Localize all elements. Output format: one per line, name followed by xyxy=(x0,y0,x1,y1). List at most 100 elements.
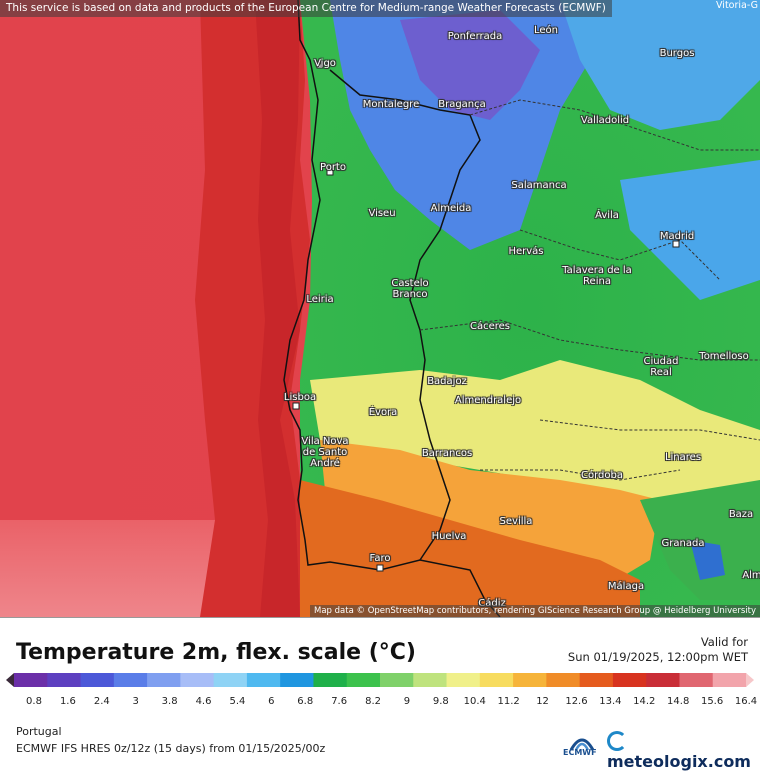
city-label-hervas[interactable]: Hervás xyxy=(508,246,544,257)
scale-swatch xyxy=(280,673,314,687)
scale-tick-label: 5.4 xyxy=(229,696,246,707)
city-label-castelo-branco[interactable]: Castelo Branco xyxy=(391,278,429,300)
map-edge-label: Vitoria-G xyxy=(716,0,758,11)
scale-swatch xyxy=(579,673,614,687)
scale-swatch xyxy=(246,673,281,687)
scale-tick-label: 6.8 xyxy=(297,696,314,707)
city-label-cordoba[interactable]: Córdoba xyxy=(581,470,623,481)
model-info: ECMWF IFS HRES 0z/12z (15 days) from 01/… xyxy=(16,742,326,755)
ecmwf-notice: This service is based on data and produc… xyxy=(0,0,612,17)
city-label-leon[interactable]: León xyxy=(533,25,559,36)
scale-swatch xyxy=(712,673,747,687)
scale-tick-label: 9.8 xyxy=(432,696,449,707)
city-label-caceres[interactable]: Cáceres xyxy=(469,321,511,332)
city-label-lisboa[interactable]: Lisboa xyxy=(283,392,317,403)
city-label-ponferrada[interactable]: Ponferrada xyxy=(447,31,503,42)
city-label-burgos[interactable]: Burgos xyxy=(659,48,695,59)
scale-swatch xyxy=(413,673,448,687)
color-scale-ticks: 0.8 1.6 2.4 3 3.8 4.6 5.4 6 6.8 7.6 8.2 9 9.8 10.4 11.… xyxy=(14,696,757,710)
city-label-cadiz[interactable]: Cádiz xyxy=(478,598,506,609)
city-label-huelva[interactable]: Huelva xyxy=(431,531,467,542)
city-label-barrancos[interactable]: Barrancos xyxy=(421,448,473,459)
scale-arrow-high xyxy=(746,673,754,687)
meteologix-logo[interactable]: meteologix.com xyxy=(607,731,760,771)
city-label-baza[interactable]: Baza xyxy=(728,509,754,520)
cold-northeast-zone xyxy=(560,0,760,130)
scale-swatch xyxy=(14,673,48,687)
city-label-almendralejo[interactable]: Almendralejo xyxy=(454,395,522,406)
city-label-linares[interactable]: Linares xyxy=(664,452,702,463)
map-attribution[interactable]: Map data © OpenStreetMap contributors, r… xyxy=(310,605,760,617)
ecmwf-logo-icon xyxy=(569,738,595,751)
scale-swatch xyxy=(147,673,181,687)
city-label-almeida[interactable]: Almeida xyxy=(430,203,472,214)
city-label-almeria[interactable]: Alm xyxy=(742,570,760,581)
scale-swatch xyxy=(180,673,215,687)
granada-green-zone xyxy=(640,480,760,600)
city-label-braganca[interactable]: Bragança xyxy=(438,99,486,110)
mild-central-band xyxy=(310,360,760,520)
coast-strip xyxy=(255,0,300,617)
scale-swatch xyxy=(313,673,348,687)
city-label-avila[interactable]: Ávila xyxy=(595,210,619,221)
scale-tick-label: 15.6 xyxy=(700,696,724,707)
valid-label: Valid for xyxy=(700,635,748,649)
brand-text: meteologix.com xyxy=(607,752,751,771)
scale-swatch xyxy=(546,673,581,687)
city-label-leiria[interactable]: Leiria xyxy=(306,294,334,305)
scale-swatch xyxy=(646,673,680,687)
scale-swatch xyxy=(513,673,547,687)
ecmwf-logo-text: ECMWF xyxy=(563,748,597,757)
scale-tick-label: 16.4 xyxy=(734,696,758,707)
city-label-vigo[interactable]: Vigo xyxy=(314,58,336,69)
city-label-viseu[interactable]: Viseu xyxy=(368,208,396,219)
coldest-zone xyxy=(400,10,540,120)
city-label-sevilla[interactable]: Sevilla xyxy=(499,516,533,527)
city-label-evora[interactable]: Évora xyxy=(368,407,398,418)
scale-tick-label: 8.2 xyxy=(365,696,381,707)
scale-tick-label: 9 xyxy=(403,696,411,707)
city-label-tomelloso[interactable]: Tomelloso xyxy=(699,351,749,362)
city-label-faro[interactable]: Faro xyxy=(369,553,391,564)
madrid-cool-zone xyxy=(620,160,760,300)
granada-cold-spot xyxy=(690,540,725,580)
city-label-ciudad-real[interactable]: Ciudad Real xyxy=(643,356,679,378)
legend-panel: Temperature 2m, flex. scale (°C) Valid f… xyxy=(0,617,760,771)
scale-swatch xyxy=(113,673,148,687)
warm-coast-zone xyxy=(300,480,640,617)
city-marker xyxy=(326,168,334,176)
city-marker xyxy=(672,240,680,248)
scale-arrow-low xyxy=(6,673,14,687)
city-label-valladolid[interactable]: Valladolid xyxy=(580,115,630,126)
scale-tick-label: 3.8 xyxy=(161,696,178,707)
city-label-malaga[interactable]: Málaga xyxy=(607,581,645,592)
scale-tick-label: 7.6 xyxy=(331,696,348,707)
city-marker xyxy=(376,564,384,572)
city-label-badajoz[interactable]: Badajoz xyxy=(427,376,467,387)
city-label-madrid[interactable]: Madrid xyxy=(659,231,695,242)
scale-tick-label: 12.6 xyxy=(565,696,588,707)
map-title: Temperature 2m, flex. scale (°C) xyxy=(16,640,416,665)
map-canvas xyxy=(0,0,760,617)
scale-tick-label: 6 xyxy=(268,696,275,707)
scale-tick-label: 3 xyxy=(132,696,139,707)
scale-tick-label: 2.4 xyxy=(93,696,110,707)
city-marker xyxy=(316,61,324,69)
scale-swatch xyxy=(80,673,115,687)
city-label-montalegre[interactable]: Montalegre xyxy=(362,99,420,110)
city-label-porto[interactable]: Porto xyxy=(320,162,346,173)
scale-tick-label: 0.8 xyxy=(26,696,42,707)
scale-tick-label: 12 xyxy=(536,696,549,707)
city-label-talavera[interactable]: Talavera de la Reina xyxy=(562,265,632,287)
valid-time: Sun 01/19/2025, 12:00pm WET xyxy=(567,650,748,664)
scale-swatch xyxy=(47,673,82,687)
city-label-vila-nova[interactable]: Vila Nova de Santo André xyxy=(301,436,349,469)
city-label-salamanca[interactable]: Salamanca xyxy=(511,180,567,191)
color-scale-bar xyxy=(6,673,754,687)
city-label-granada[interactable]: Granada xyxy=(661,538,705,549)
scale-swatch xyxy=(612,673,647,687)
region-label: Portugal xyxy=(16,725,62,738)
temperature-map[interactable]: This service is based on data and produc… xyxy=(0,0,760,617)
scale-tick-label: 14.8 xyxy=(667,696,690,707)
scale-swatch xyxy=(346,673,381,687)
